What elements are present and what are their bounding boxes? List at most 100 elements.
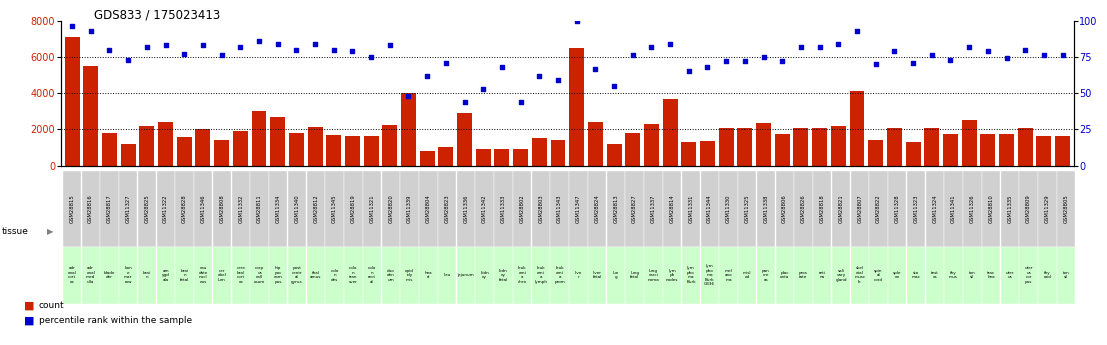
Text: GSM11338: GSM11338 xyxy=(764,195,768,223)
Text: GSM28802: GSM28802 xyxy=(519,194,525,223)
Point xyxy=(848,28,866,33)
Bar xyxy=(737,128,753,166)
Text: GSM11333: GSM11333 xyxy=(500,195,506,223)
Text: bon
e
mar
row: bon e mar row xyxy=(124,266,133,284)
Bar xyxy=(924,128,939,166)
Point xyxy=(456,99,474,105)
Text: misl
ed: misl ed xyxy=(743,271,752,279)
Text: GSM11330: GSM11330 xyxy=(726,195,731,223)
Point xyxy=(642,44,660,50)
Text: adr
enal
cort
ex: adr enal cort ex xyxy=(68,266,76,284)
Bar xyxy=(625,133,640,166)
Text: cau
date
nucl
eus: cau date nucl eus xyxy=(198,266,208,284)
Text: GSM28821: GSM28821 xyxy=(838,194,844,223)
Point xyxy=(82,28,100,33)
Point xyxy=(381,42,399,48)
Text: lung
carci
noma: lung carci noma xyxy=(648,268,660,282)
Bar xyxy=(663,99,677,166)
Point xyxy=(680,69,697,74)
Text: lym
pho
ma
Burk
G336: lym pho ma Burk G336 xyxy=(704,264,715,286)
Point xyxy=(343,48,361,54)
Text: mel
ano
ma: mel ano ma xyxy=(725,268,733,282)
Bar xyxy=(813,128,827,166)
Bar xyxy=(981,134,995,166)
Bar xyxy=(849,91,865,166)
Point xyxy=(587,66,604,71)
Point xyxy=(886,48,903,54)
Text: leuk
emi
a
prom: leuk emi a prom xyxy=(555,266,565,284)
Bar xyxy=(363,136,379,166)
Text: GSM28816: GSM28816 xyxy=(89,194,93,223)
Point xyxy=(475,86,493,91)
Text: am
ygd
ala: am ygd ala xyxy=(162,268,169,282)
Text: thy
mus: thy mus xyxy=(949,271,958,279)
Point xyxy=(699,64,716,70)
Text: GSM28824: GSM28824 xyxy=(594,194,600,223)
Text: leuk
emi
a
chro: leuk emi a chro xyxy=(518,266,527,284)
Text: lung
fetal: lung fetal xyxy=(630,271,640,279)
Bar xyxy=(550,140,566,166)
Bar xyxy=(588,122,603,166)
Point xyxy=(923,53,941,58)
Bar xyxy=(718,128,734,166)
Point xyxy=(157,42,175,48)
Bar xyxy=(868,140,883,166)
Text: reti
na: reti na xyxy=(819,271,826,279)
Text: live
r: live r xyxy=(575,271,582,279)
Text: GSM11327: GSM11327 xyxy=(126,195,131,223)
Point xyxy=(437,60,455,66)
Bar xyxy=(102,133,117,166)
Text: GSM11336: GSM11336 xyxy=(464,195,468,223)
Text: sali
vary
gland: sali vary gland xyxy=(836,268,847,282)
Bar xyxy=(569,48,584,166)
Bar xyxy=(514,149,528,166)
Text: GSM11345: GSM11345 xyxy=(332,195,337,223)
Point xyxy=(717,59,735,64)
Text: kidn
ey: kidn ey xyxy=(480,271,489,279)
Text: GSM28822: GSM28822 xyxy=(876,194,881,223)
Text: GSM11329: GSM11329 xyxy=(1045,195,1049,223)
Bar xyxy=(681,142,696,166)
Text: colo
n
tran
sver: colo n tran sver xyxy=(349,266,358,284)
Text: lieu: lieu xyxy=(444,273,451,277)
Text: GDS833 / 175023413: GDS833 / 175023413 xyxy=(94,9,220,22)
Text: GSM11346: GSM11346 xyxy=(200,195,206,223)
Bar xyxy=(756,123,772,166)
Text: ton
sil: ton sil xyxy=(1063,271,1069,279)
Text: GSM28806: GSM28806 xyxy=(783,194,787,223)
Bar xyxy=(794,128,808,166)
Bar xyxy=(775,134,789,166)
Text: GSM28809: GSM28809 xyxy=(1026,194,1031,223)
Bar xyxy=(999,134,1014,166)
Text: corp
us
call
osum: corp us call osum xyxy=(254,266,266,284)
Bar xyxy=(906,142,921,166)
Bar xyxy=(401,93,416,166)
Text: ■: ■ xyxy=(24,316,34,326)
Bar xyxy=(887,128,902,166)
Bar xyxy=(289,133,303,166)
Text: GSM11335: GSM11335 xyxy=(1007,195,1012,223)
Bar xyxy=(196,129,210,166)
Text: GSM28803: GSM28803 xyxy=(538,195,544,223)
Text: GSM28819: GSM28819 xyxy=(351,194,355,223)
Text: GSM28815: GSM28815 xyxy=(70,194,74,223)
Text: GSM28804: GSM28804 xyxy=(426,194,431,223)
Point xyxy=(1054,53,1072,58)
Text: GSM11322: GSM11322 xyxy=(163,195,168,223)
Point xyxy=(324,47,342,52)
Point xyxy=(997,56,1015,61)
Point xyxy=(288,47,306,52)
Point xyxy=(736,59,754,64)
Point xyxy=(979,48,996,54)
Text: GSM28811: GSM28811 xyxy=(257,194,262,223)
Text: jejunum: jejunum xyxy=(457,273,474,277)
Point xyxy=(63,24,81,29)
Text: pan
cre
as: pan cre as xyxy=(762,268,769,282)
Text: pros
tate: pros tate xyxy=(799,271,808,279)
Text: cer
ebel
lum: cer ebel lum xyxy=(218,268,227,282)
Text: GSM28812: GSM28812 xyxy=(313,194,319,223)
Bar xyxy=(251,111,267,166)
Text: lun
g: lun g xyxy=(613,271,619,279)
Text: colo
n
rect
al: colo n rect al xyxy=(368,266,376,284)
Text: GSM28825: GSM28825 xyxy=(145,194,149,223)
